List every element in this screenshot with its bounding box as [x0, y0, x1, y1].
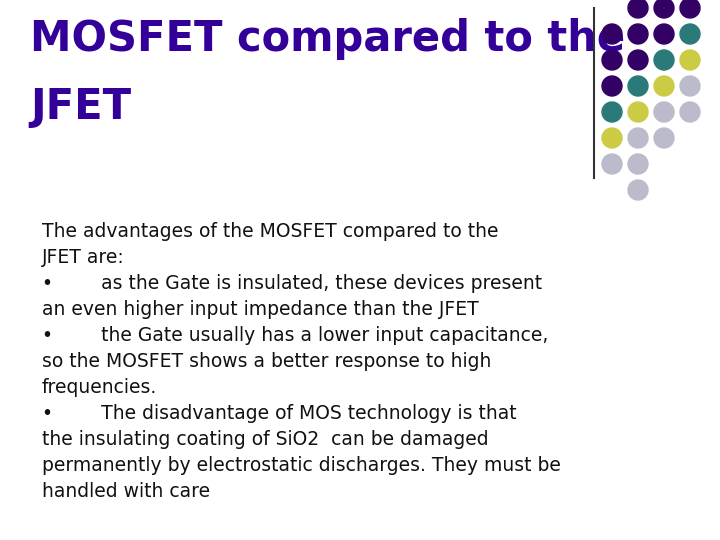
Text: The advantages of the MOSFET compared to the: The advantages of the MOSFET compared to… [42, 222, 498, 241]
Text: the insulating coating of SiO2  can be damaged: the insulating coating of SiO2 can be da… [42, 430, 489, 449]
Circle shape [654, 50, 674, 70]
Circle shape [628, 102, 648, 122]
Circle shape [602, 102, 622, 122]
Text: JFET are:: JFET are: [42, 248, 125, 267]
Text: MOSFET compared to the: MOSFET compared to the [30, 18, 625, 60]
Circle shape [654, 76, 674, 96]
Circle shape [680, 50, 700, 70]
Circle shape [654, 0, 674, 18]
Circle shape [628, 180, 648, 200]
Circle shape [628, 76, 648, 96]
Circle shape [654, 128, 674, 148]
Circle shape [602, 50, 622, 70]
Circle shape [680, 102, 700, 122]
Text: •        The disadvantage of MOS technology is that: • The disadvantage of MOS technology is … [42, 404, 517, 423]
Text: so the MOSFET shows a better response to high: so the MOSFET shows a better response to… [42, 352, 491, 371]
Circle shape [602, 128, 622, 148]
Circle shape [654, 102, 674, 122]
Text: •        the Gate usually has a lower input capacitance,: • the Gate usually has a lower input cap… [42, 326, 549, 345]
Circle shape [602, 154, 622, 174]
Text: handled with care: handled with care [42, 482, 210, 501]
Text: •        as the Gate is insulated, these devices present: • as the Gate is insulated, these device… [42, 274, 542, 293]
Circle shape [680, 76, 700, 96]
Circle shape [654, 24, 674, 44]
Text: JFET: JFET [30, 86, 131, 128]
Circle shape [680, 0, 700, 18]
Text: permanently by electrostatic discharges. They must be: permanently by electrostatic discharges.… [42, 456, 561, 475]
Circle shape [628, 50, 648, 70]
Circle shape [602, 24, 622, 44]
Circle shape [628, 0, 648, 18]
Text: an even higher input impedance than the JFET: an even higher input impedance than the … [42, 300, 479, 319]
Circle shape [602, 76, 622, 96]
Circle shape [628, 128, 648, 148]
Circle shape [680, 24, 700, 44]
Circle shape [628, 24, 648, 44]
Text: frequencies.: frequencies. [42, 378, 157, 397]
Circle shape [628, 154, 648, 174]
